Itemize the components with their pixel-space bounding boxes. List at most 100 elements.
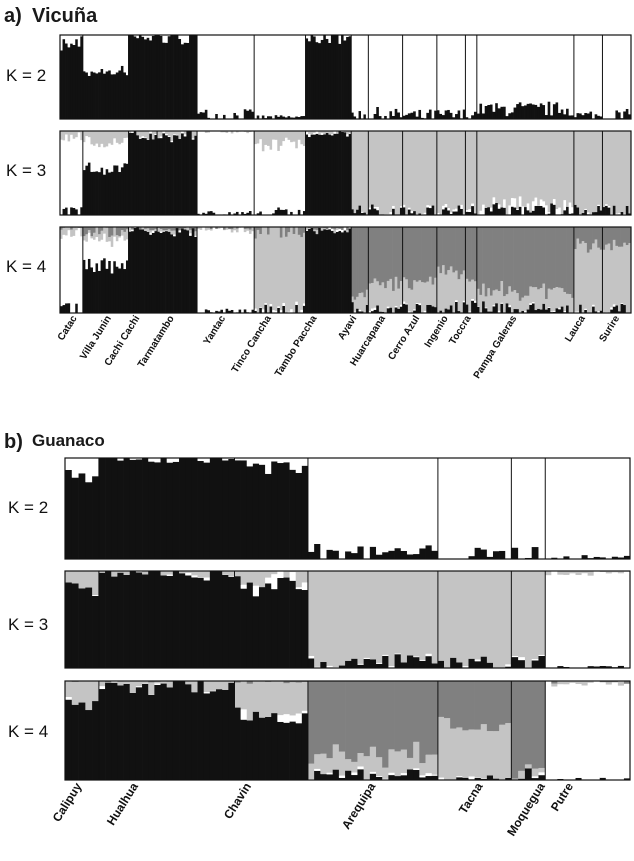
individual-bar-segment: [256, 227, 260, 230]
individual-bar-segment: [431, 131, 435, 206]
individual-bar-segment: [343, 35, 347, 41]
individual-bar-segment: [419, 777, 426, 780]
individual-bar-segment: [138, 229, 142, 313]
individual-bar-segment: [538, 655, 546, 668]
individual-bar-segment: [151, 139, 155, 215]
individual-bar-segment: [579, 35, 583, 114]
individual-bar-segment: [545, 458, 552, 559]
individual-bar-segment: [234, 460, 241, 559]
individual-bar-segment: [526, 295, 530, 310]
individual-bar-segment: [194, 35, 198, 119]
individual-bar-segment: [386, 306, 390, 309]
individual-bar-segment: [589, 35, 593, 112]
individual-bar-segment: [264, 35, 268, 119]
individual-bar-segment: [444, 227, 448, 275]
individual-bar-segment: [154, 683, 161, 685]
individual-bar-segment: [157, 231, 161, 313]
individual-bar-segment: [314, 754, 321, 769]
individual-bar-segment: [181, 131, 185, 134]
individual-bar-segment: [405, 279, 409, 304]
individual-bar-segment: [410, 289, 414, 313]
individual-bar-segment: [295, 587, 303, 590]
individual-bar-segment: [345, 551, 352, 559]
individual-bar-segment: [246, 212, 250, 215]
individual-bar-segment: [447, 210, 451, 215]
individual-bar-segment: [369, 571, 377, 660]
individual-bar-segment: [95, 73, 99, 119]
individual-bar-segment: [363, 212, 367, 215]
individual-bar-segment: [207, 117, 211, 119]
individual-bar-segment: [558, 227, 562, 288]
individual-bar-segment: [222, 229, 226, 231]
individual-bar-segment: [98, 681, 106, 687]
individual-bar-segment: [129, 459, 137, 559]
individual-bar-segment: [338, 777, 346, 780]
individual-bar-segment: [123, 131, 127, 138]
individual-bar-segment: [95, 263, 99, 313]
individual-bar-segment: [423, 35, 427, 119]
individual-bar-segment: [328, 35, 332, 43]
individual-bar-segment: [113, 131, 117, 139]
individual-bar-segment: [173, 35, 177, 119]
individual-bar-segment: [160, 681, 168, 683]
individual-bar-segment: [209, 458, 217, 559]
individual-bar-segment: [228, 682, 235, 780]
individual-bar-segment: [238, 35, 242, 119]
individual-bar-segment: [282, 305, 286, 313]
individual-bar-segment: [305, 134, 309, 215]
individual-bar-segment: [228, 576, 235, 668]
individual-bar-segment: [300, 144, 304, 215]
individual-bar-segment: [492, 306, 496, 313]
individual-bar-segment: [526, 210, 530, 215]
individual-bar-segment: [343, 227, 347, 231]
population-labels-vicuna: Catac Villa Junin Cachi Cachi Tarmatambo…: [56, 313, 622, 380]
individual-bar-segment: [531, 35, 535, 105]
individual-bar-segment: [363, 657, 371, 659]
individual-bar-segment: [202, 35, 206, 113]
individual-bar-segment: [142, 458, 149, 559]
individual-bar-segment: [511, 778, 519, 780]
individual-bar-segment: [357, 546, 364, 559]
individual-bar-segment: [307, 681, 315, 764]
individual-bar-segment: [222, 574, 229, 668]
individual-bar-segment: [479, 294, 483, 313]
individual-bar-segment: [357, 663, 364, 665]
individual-bar-segment: [110, 35, 114, 75]
individual-bar-segment: [113, 138, 117, 166]
individual-bar-segment: [92, 476, 100, 559]
individual-bar-segment: [271, 681, 278, 714]
individual-bar-segment: [413, 280, 417, 310]
individual-bar-segment: [110, 227, 114, 236]
individual-bar-segment: [415, 35, 419, 117]
individual-bar-segment: [295, 116, 299, 119]
individual-bar-segment: [456, 458, 463, 559]
individual-bar-segment: [287, 131, 291, 140]
individual-bar-segment: [628, 35, 632, 115]
individual-bar-segment: [282, 209, 286, 215]
individual-bar-segment: [197, 227, 200, 230]
individual-bar-segment: [476, 113, 480, 119]
individual-bar-segment: [426, 35, 430, 113]
individual-bar-segment: [386, 280, 390, 307]
individual-bar-segment: [370, 282, 374, 309]
individual-bar-segment: [534, 104, 538, 119]
individual-bar-segment: [489, 211, 493, 215]
individual-bar-segment: [283, 681, 290, 684]
individual-bar-segment: [167, 36, 171, 119]
individual-bar-segment: [320, 230, 324, 313]
individual-bar-segment: [421, 227, 425, 283]
individual-bar-segment: [628, 213, 632, 215]
individual-bar-segment: [75, 227, 79, 231]
individual-bar-segment: [77, 227, 81, 313]
individual-bar-segment: [358, 205, 362, 215]
individual-bar-segment: [551, 557, 558, 559]
individual-bar-segment: [135, 681, 143, 687]
individual-bar-segment: [90, 238, 94, 268]
individual-bar-segment: [569, 571, 576, 574]
individual-bar-segment: [413, 769, 420, 780]
individual-bar-segment: [297, 35, 301, 118]
individual-bar-segment: [149, 133, 153, 215]
individual-bar-segment: [617, 685, 625, 780]
individual-bar-segment: [566, 35, 569, 109]
individual-bar-segment: [203, 580, 211, 668]
